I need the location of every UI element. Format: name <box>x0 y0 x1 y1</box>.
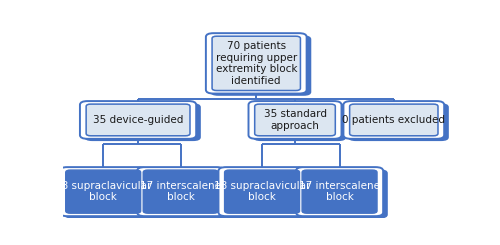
Text: 17 interscalene
block: 17 interscalene block <box>299 181 380 202</box>
FancyBboxPatch shape <box>84 103 201 141</box>
FancyBboxPatch shape <box>348 103 449 141</box>
FancyBboxPatch shape <box>60 167 147 216</box>
Text: 18 supraclavicular
block: 18 supraclavicular block <box>55 181 152 202</box>
Text: 0 patients excluded: 0 patients excluded <box>342 115 446 125</box>
FancyBboxPatch shape <box>64 169 152 219</box>
FancyBboxPatch shape <box>210 36 312 96</box>
FancyBboxPatch shape <box>137 167 224 216</box>
FancyBboxPatch shape <box>142 169 229 219</box>
FancyBboxPatch shape <box>80 101 196 139</box>
Text: 35 standard
approach: 35 standard approach <box>264 109 326 131</box>
FancyBboxPatch shape <box>206 33 306 94</box>
Text: 17 interscalene
block: 17 interscalene block <box>140 181 221 202</box>
Text: 18 supraclavicular
block: 18 supraclavicular block <box>214 181 310 202</box>
FancyBboxPatch shape <box>144 170 218 213</box>
FancyBboxPatch shape <box>248 101 342 139</box>
FancyBboxPatch shape <box>302 170 377 213</box>
FancyBboxPatch shape <box>254 104 336 136</box>
FancyBboxPatch shape <box>212 36 300 90</box>
FancyBboxPatch shape <box>218 167 306 216</box>
FancyBboxPatch shape <box>253 103 346 141</box>
FancyBboxPatch shape <box>296 167 383 216</box>
FancyBboxPatch shape <box>66 170 140 213</box>
Text: 35 device-guided: 35 device-guided <box>93 115 183 125</box>
Text: 70 patients
requiring upper
extremity block
identified: 70 patients requiring upper extremity bl… <box>216 41 297 86</box>
FancyBboxPatch shape <box>223 169 310 219</box>
FancyBboxPatch shape <box>86 104 190 136</box>
FancyBboxPatch shape <box>344 101 444 139</box>
FancyBboxPatch shape <box>300 169 388 219</box>
FancyBboxPatch shape <box>224 170 300 213</box>
FancyBboxPatch shape <box>350 104 438 136</box>
